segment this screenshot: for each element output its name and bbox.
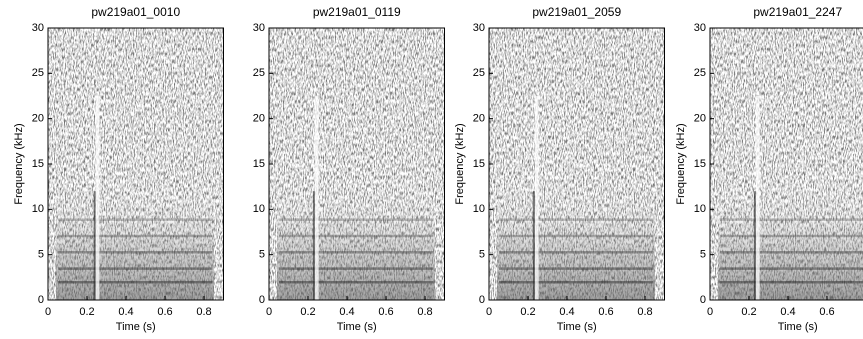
x-tick-label: 0.2 bbox=[741, 306, 756, 318]
x-tick-label: 0.2 bbox=[79, 306, 94, 318]
y-tick-label: 25 bbox=[253, 67, 265, 79]
y-tick-label: 25 bbox=[473, 67, 485, 79]
spectrogram-texture bbox=[269, 28, 445, 300]
x-tick-label: 0.4 bbox=[339, 306, 354, 318]
panel: pw219a01_2059 Time (s) Frequency (kHz) 0 0.2… bbox=[454, 5, 665, 333]
x-tick-label: 0.4 bbox=[118, 306, 133, 318]
energy bbox=[277, 177, 435, 300]
y-tick-label: 10 bbox=[253, 203, 265, 215]
y-tick-label: 5 bbox=[479, 249, 485, 261]
y-tick-label: 20 bbox=[253, 113, 265, 125]
harmonic bbox=[720, 251, 863, 254]
y-axis-label: Frequency (kHz) bbox=[675, 123, 687, 204]
y-tick-label: 30 bbox=[694, 22, 706, 34]
panel: pw219a01_0010 Time (s) Frequency (kHz) 0 0.2… bbox=[13, 5, 224, 333]
harmonic bbox=[58, 267, 213, 270]
harmonic bbox=[279, 280, 434, 284]
spectrogram-texture bbox=[710, 28, 863, 300]
x-tick-label: 0.4 bbox=[780, 306, 795, 318]
harmonic bbox=[499, 267, 654, 270]
x-tick-label: 0.4 bbox=[559, 306, 574, 318]
harmonic bbox=[499, 218, 654, 221]
y-axis-label: Frequency (kHz) bbox=[13, 123, 25, 204]
chart-title: pw219a01_0119 bbox=[313, 5, 401, 19]
onset-edge bbox=[93, 191, 96, 300]
x-axis-label: Time (s) bbox=[557, 321, 597, 333]
energy bbox=[497, 177, 655, 300]
harmonic bbox=[279, 251, 434, 254]
chart-title: pw219a01_2247 bbox=[753, 5, 842, 19]
x-tick-label: 0.8 bbox=[637, 306, 652, 318]
y-tick-label: 20 bbox=[473, 113, 485, 125]
x-axis-label: Time (s) bbox=[116, 321, 156, 333]
y-tick-label: 0 bbox=[259, 294, 265, 306]
y-tick-label: 30 bbox=[32, 22, 44, 34]
onset bbox=[755, 96, 760, 300]
y-axis-label: Frequency (kHz) bbox=[454, 123, 466, 204]
x-axis-label: Time (s) bbox=[778, 321, 818, 333]
panel: pw219a01_0119 Time (s) 0 0.2 0.4 0.6 0.8 0 5 10 15… bbox=[253, 5, 445, 333]
x-axis-label: Time (s) bbox=[337, 321, 377, 333]
onset-edge bbox=[312, 191, 315, 300]
y-tick-label: 10 bbox=[694, 203, 706, 215]
x-tick-label: 0.8 bbox=[417, 306, 432, 318]
x-tick-label: 0 bbox=[707, 306, 713, 318]
x-tick-label: 0 bbox=[45, 306, 51, 318]
harmonic bbox=[720, 218, 863, 221]
y-tick-label: 0 bbox=[479, 294, 485, 306]
y-tick-label: 30 bbox=[253, 22, 265, 34]
harmonic bbox=[279, 218, 434, 221]
onset bbox=[314, 96, 319, 300]
x-tick-label: 0 bbox=[266, 306, 272, 318]
y-tick-label: 30 bbox=[473, 22, 485, 34]
y-tick-label: 0 bbox=[700, 294, 706, 306]
y-tick-label: 25 bbox=[694, 67, 706, 79]
harmonic bbox=[58, 251, 213, 254]
x-tick-label: 0.2 bbox=[300, 306, 315, 318]
y-tick-label: 25 bbox=[32, 67, 44, 79]
y-tick-label: 5 bbox=[700, 249, 706, 261]
panel: pw219a01_2247 Time (s) Frequency (kHz) 0 0.2… bbox=[675, 5, 863, 333]
x-tick-label: 0.6 bbox=[598, 306, 613, 318]
harmonic bbox=[58, 280, 213, 284]
spectrogram-texture bbox=[489, 28, 665, 300]
x-tick-label: 0.2 bbox=[520, 306, 535, 318]
x-tick-label: 0.8 bbox=[196, 306, 211, 318]
onset-edge bbox=[753, 191, 756, 300]
x-tick-label: 0.6 bbox=[819, 306, 834, 318]
y-tick-label: 5 bbox=[259, 249, 265, 261]
onset bbox=[534, 96, 539, 300]
y-tick-label: 0 bbox=[38, 294, 44, 306]
spectrogram-texture bbox=[48, 28, 224, 300]
x-tick-label: 0 bbox=[486, 306, 492, 318]
energy bbox=[56, 177, 214, 300]
chart-title: pw219a01_2059 bbox=[532, 5, 621, 19]
harmonic bbox=[58, 218, 213, 221]
harmonic bbox=[58, 234, 213, 238]
y-tick-label: 10 bbox=[32, 203, 44, 215]
harmonic bbox=[499, 280, 654, 284]
y-tick-label: 5 bbox=[38, 249, 44, 261]
y-tick-label: 20 bbox=[694, 113, 706, 125]
y-tick-label: 15 bbox=[694, 158, 706, 170]
harmonic bbox=[720, 280, 863, 284]
y-tick-label: 10 bbox=[473, 203, 485, 215]
harmonic bbox=[499, 234, 654, 238]
y-tick-label: 15 bbox=[32, 158, 44, 170]
y-tick-label: 15 bbox=[253, 158, 265, 170]
energy bbox=[718, 177, 863, 300]
y-tick-label: 20 bbox=[32, 113, 44, 125]
harmonic bbox=[499, 251, 654, 254]
harmonic bbox=[279, 234, 434, 238]
harmonic bbox=[720, 267, 863, 270]
harmonic bbox=[720, 234, 863, 238]
x-tick-label: 0.6 bbox=[157, 306, 172, 318]
onset bbox=[95, 96, 100, 300]
y-tick-label: 15 bbox=[473, 158, 485, 170]
harmonic bbox=[279, 267, 434, 270]
x-tick-label: 0.6 bbox=[378, 306, 393, 318]
chart-title: pw219a01_0010 bbox=[91, 5, 180, 19]
onset-edge bbox=[532, 191, 535, 300]
